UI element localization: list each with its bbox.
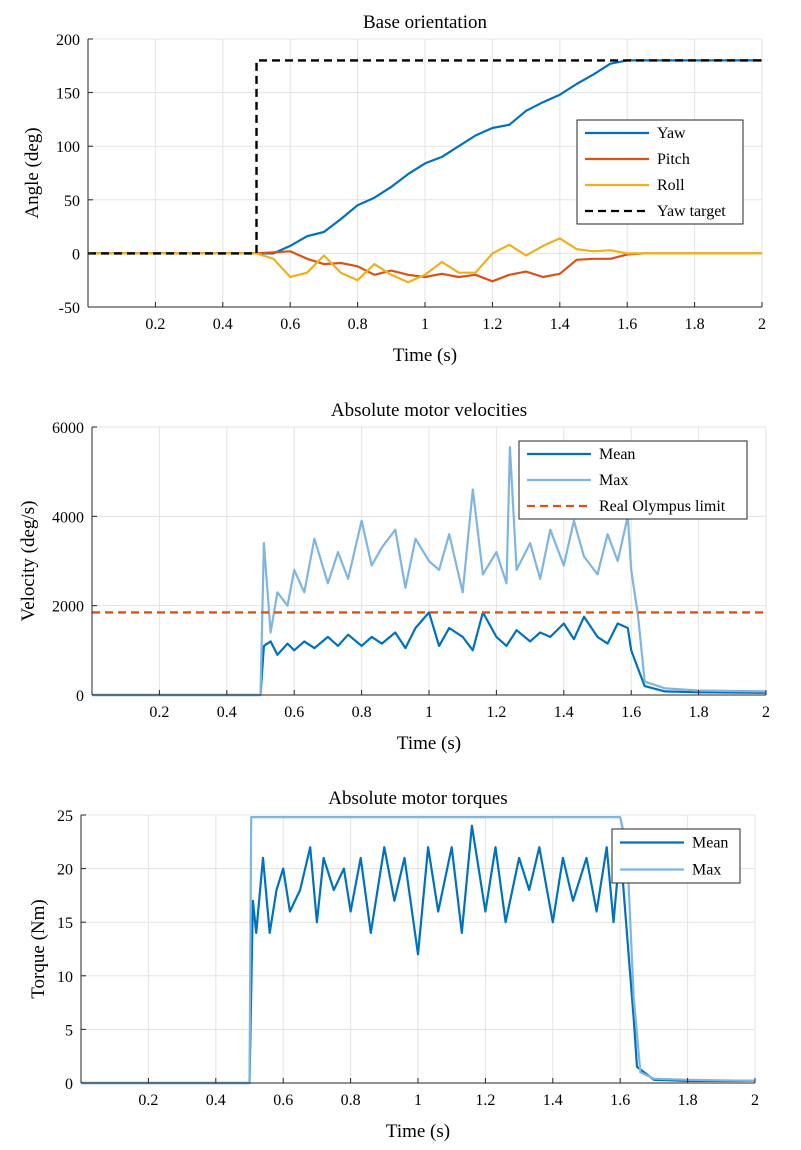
legend-label-pitch: Pitch bbox=[657, 151, 690, 168]
x-tick-label: 1.2 bbox=[482, 316, 502, 333]
x-tick-label: 0.4 bbox=[206, 1092, 226, 1109]
x-tick-label: 1.4 bbox=[554, 704, 574, 721]
legend: Mean Max bbox=[611, 828, 741, 884]
panel-base-orientation: 0.2 0.4 0.6 0.8 1 1.2 1.4 1.6 1.8 2 -50 0 50 100 150 20… bbox=[22, 12, 766, 366]
y-tick-label: 25 bbox=[57, 808, 73, 825]
y-tick-label: 4000 bbox=[52, 509, 84, 526]
legend-label-max: Max bbox=[692, 862, 721, 879]
legend-label-roll: Roll bbox=[657, 177, 685, 194]
x-tick-label: 0.2 bbox=[149, 704, 169, 721]
y-tick-label: 5 bbox=[65, 1022, 73, 1039]
x-tick-label: 0.8 bbox=[352, 704, 372, 721]
x-tick-label: 1 bbox=[414, 1092, 422, 1109]
y-tick-label: -50 bbox=[59, 300, 80, 317]
x-tick-label: 1.8 bbox=[689, 704, 709, 721]
y-tick-label: 50 bbox=[64, 193, 80, 210]
legend-label-yaw: Yaw bbox=[657, 125, 686, 142]
x-tick-label: 0.2 bbox=[145, 316, 165, 333]
y-axis-label: Velocity (deg/s) bbox=[18, 501, 39, 622]
x-tick-label: 1.6 bbox=[610, 1092, 630, 1109]
chart-title: Base orientation bbox=[363, 12, 487, 33]
x-tick-label: 0.8 bbox=[341, 1092, 361, 1109]
x-tick-label: 0.6 bbox=[284, 704, 304, 721]
panel-motor-velocities: 0.2 0.4 0.6 0.8 1 1.2 1.4 1.6 1.8 2 0 2000 4000 6000 A… bbox=[18, 400, 770, 754]
y-tick-label: 2000 bbox=[52, 599, 84, 616]
x-tick-label: 2 bbox=[762, 704, 770, 721]
x-tick-label: 1 bbox=[425, 704, 433, 721]
legend-label-max: Max bbox=[599, 472, 628, 489]
y-axis-label: Angle (deg) bbox=[22, 127, 43, 218]
panel-motor-torques: 0.2 0.4 0.6 0.8 1 1.2 1.4 1.6 1.8 20510152025Abso… bbox=[28, 788, 759, 1142]
series-line-yaw-target bbox=[88, 59, 762, 255]
series-line-pitch bbox=[88, 250, 762, 283]
legend-label-yaw-target: Yaw target bbox=[657, 203, 726, 220]
x-tick-label: 1.2 bbox=[475, 1092, 495, 1109]
legend: Mean Max Real Olympus limit bbox=[518, 440, 748, 520]
y-axis-label: Torque (Nm) bbox=[28, 899, 49, 998]
x-tick-label: 2 bbox=[751, 1092, 759, 1109]
legend: Yaw Pitch Roll Yaw target bbox=[576, 119, 744, 225]
x-tick-label: 0.8 bbox=[348, 316, 368, 333]
legend-box bbox=[576, 119, 744, 225]
x-tick-label: 0.2 bbox=[138, 1092, 158, 1109]
legend-label-mean: Mean bbox=[599, 446, 635, 463]
series-line-max bbox=[81, 815, 756, 1085]
legend-label-real-olympus-limit: Real Olympus limit bbox=[599, 498, 726, 515]
y-tick-label: 100 bbox=[56, 139, 80, 156]
chart-title: Absolute motor torques bbox=[328, 788, 507, 809]
x-axis-label: Time (s) bbox=[393, 345, 457, 366]
x-tick-label: 2 bbox=[758, 316, 766, 333]
x-tick-label: 1.4 bbox=[543, 1092, 563, 1109]
x-tick-label: 0.6 bbox=[280, 316, 300, 333]
x-tick-label: 1.8 bbox=[685, 316, 705, 333]
y-tick-label: 20 bbox=[57, 862, 73, 879]
x-tick-label: 1.4 bbox=[550, 316, 570, 333]
x-tick-label: 1.6 bbox=[617, 316, 637, 333]
series-line-yaw bbox=[88, 59, 762, 255]
x-tick-label: 1.2 bbox=[486, 704, 506, 721]
y-tick-label: 6000 bbox=[52, 420, 84, 437]
chart-title: Absolute motor velocities bbox=[331, 400, 527, 421]
y-tick-label: 15 bbox=[57, 915, 73, 932]
y-tick-label: 10 bbox=[57, 969, 73, 986]
series-line-max bbox=[92, 446, 767, 697]
x-tick-label: 1.6 bbox=[621, 704, 641, 721]
y-tick-label: 150 bbox=[56, 86, 80, 103]
y-tick-label: 200 bbox=[56, 32, 80, 49]
x-tick-label: 0.4 bbox=[213, 316, 233, 333]
y-tick-label: 0 bbox=[72, 246, 80, 263]
legend-label-mean: Mean bbox=[692, 835, 728, 852]
series-line-mean bbox=[81, 824, 755, 1085]
x-axis-label: Time (s) bbox=[386, 1121, 450, 1142]
legend-box bbox=[611, 828, 741, 884]
x-axis-label: Time (s) bbox=[397, 733, 461, 754]
y-tick-label: 0 bbox=[76, 688, 84, 705]
x-tick-label: 0.6 bbox=[273, 1092, 293, 1109]
series-line-mean bbox=[92, 611, 767, 697]
y-tick-label: 0 bbox=[65, 1076, 73, 1093]
series-line-roll bbox=[88, 237, 762, 284]
x-tick-label: 1 bbox=[421, 316, 429, 333]
x-tick-label: 0.4 bbox=[217, 704, 237, 721]
x-tick-label: 1.8 bbox=[678, 1092, 698, 1109]
